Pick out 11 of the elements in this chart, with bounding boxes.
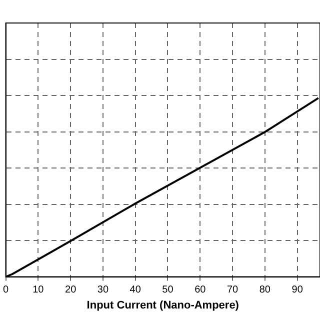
x-tick-label: 40	[130, 284, 142, 296]
x-tick-label: 70	[226, 284, 239, 296]
x-tick-label: 90	[292, 284, 304, 296]
x-tick-label: 60	[194, 284, 206, 296]
x-tick-label: 50	[162, 284, 174, 296]
x-tick-label: 30	[97, 284, 109, 296]
x-tick-label: 80	[259, 284, 271, 296]
x-tick-label: 10	[32, 284, 44, 296]
x-tick-label: 20	[65, 284, 77, 296]
x-axis-title: Input Current (Nano-Ampere)	[86, 299, 240, 312]
x-tick-label: 0	[3, 284, 9, 296]
